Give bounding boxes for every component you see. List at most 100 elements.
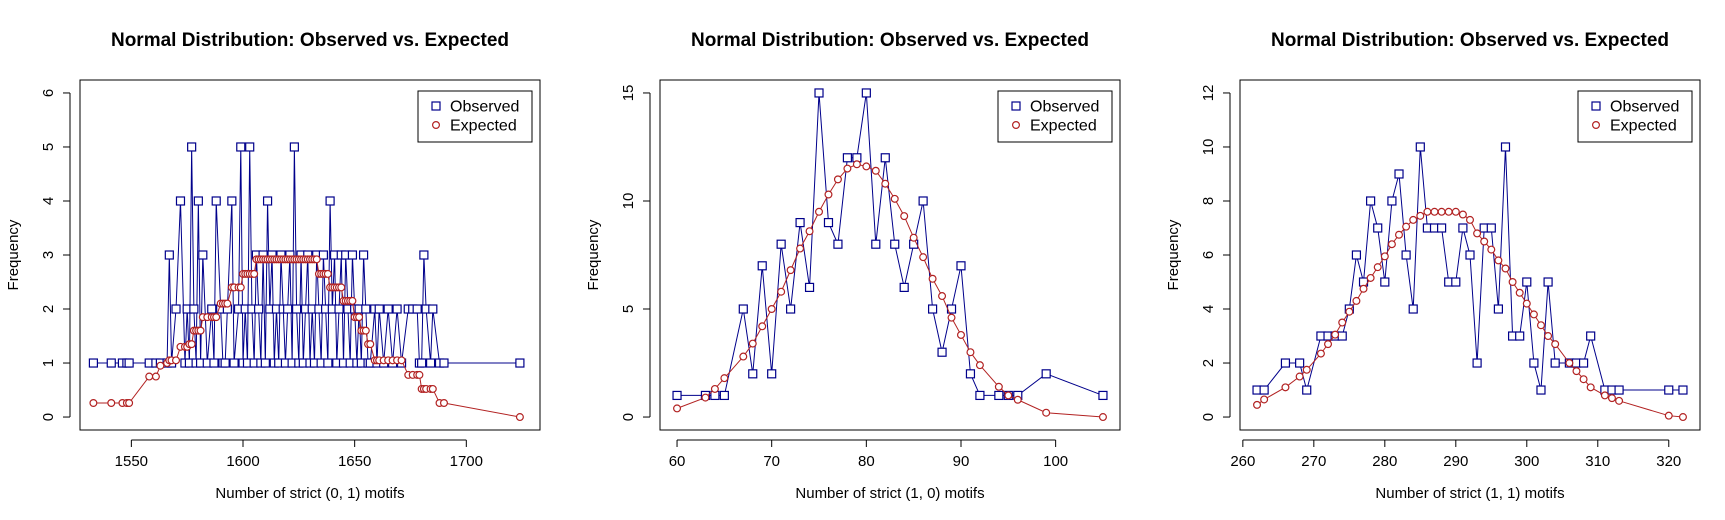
data-point — [515, 413, 524, 422]
data-point — [229, 358, 239, 368]
x-axis-label: Number of strict (0, 1) motifs — [215, 485, 404, 502]
data-point — [211, 196, 221, 206]
data-point — [748, 369, 758, 379]
y-tick-label: 10 — [620, 193, 637, 210]
data-point — [325, 196, 335, 206]
data-point — [824, 190, 833, 199]
x-tick-label: 1600 — [226, 453, 259, 470]
legend-marker-square — [1011, 101, 1021, 111]
data-point — [710, 384, 719, 393]
data-point — [795, 217, 805, 228]
data-point — [965, 369, 976, 379]
data-point — [236, 283, 245, 292]
data-point — [260, 358, 270, 368]
data-point — [1536, 385, 1546, 395]
data-point — [107, 398, 116, 407]
plot-frame — [659, 79, 1121, 431]
y-tick-label: 3 — [40, 251, 57, 259]
data-point — [1098, 413, 1107, 422]
data-point — [1678, 385, 1688, 395]
data-point — [323, 358, 333, 368]
data-point — [1501, 264, 1510, 273]
data-point — [1664, 385, 1674, 395]
data-point — [890, 239, 900, 249]
data-point — [392, 304, 402, 314]
data-point — [223, 299, 232, 308]
data-point — [1550, 358, 1560, 368]
data-point — [361, 326, 370, 335]
data-point — [814, 88, 824, 98]
legend-marker-square — [431, 101, 441, 111]
data-point — [1380, 252, 1389, 261]
data-point — [1041, 369, 1051, 379]
data-point — [439, 358, 449, 368]
series-observed — [672, 88, 1108, 401]
data-point — [412, 304, 422, 314]
data-point — [1458, 223, 1468, 233]
data-point — [1415, 142, 1425, 152]
data-point — [1338, 318, 1347, 327]
series-expected — [1253, 207, 1687, 422]
data-point — [1544, 332, 1553, 341]
y-tick-label: 10 — [1200, 139, 1217, 156]
y-axis-label: Frequency — [585, 219, 602, 290]
data-point — [1678, 413, 1687, 422]
data-point — [758, 322, 767, 331]
data-point — [207, 304, 217, 314]
data-point — [673, 404, 682, 413]
data-point — [937, 347, 947, 357]
legend-label: Expected — [1030, 118, 1097, 135]
data-point — [1380, 277, 1390, 287]
data-point — [786, 266, 795, 275]
x-tick-label: 300 — [1514, 453, 1539, 470]
y-axis-label: Frequency — [5, 219, 22, 290]
data-point — [890, 194, 899, 203]
data-point — [1331, 330, 1340, 339]
data-point — [1345, 307, 1354, 316]
data-point — [1351, 250, 1362, 260]
x-tick-label: 320 — [1656, 453, 1681, 470]
data-point — [1316, 349, 1325, 358]
chart-title: Normal Distribution: Observed vs. Expect… — [691, 30, 1089, 51]
data-point — [975, 361, 984, 370]
data-point — [1260, 395, 1269, 404]
data-point — [1551, 340, 1560, 349]
data-point — [1515, 331, 1525, 341]
data-point — [899, 282, 909, 293]
data-point — [956, 330, 965, 339]
data-point — [145, 372, 154, 381]
data-point — [124, 358, 134, 368]
data-point — [1098, 390, 1108, 401]
data-point — [1302, 385, 1312, 395]
data-point — [125, 398, 134, 407]
data-point — [956, 261, 966, 271]
x-axis-label: Number of strict (1, 1) motifs — [1375, 485, 1564, 502]
legend-marker-circle — [1591, 120, 1600, 129]
x-axis: 60 70 80 90 100 Number of strict (1, 0) motif… — [669, 439, 1068, 502]
data-point — [1042, 408, 1051, 417]
data-point — [1013, 395, 1022, 404]
data-point — [198, 250, 208, 260]
data-point — [1409, 215, 1418, 224]
legend-marker-circle — [1011, 120, 1020, 129]
data-point — [881, 179, 890, 188]
data-point — [1437, 223, 1447, 233]
data-point — [1600, 391, 1609, 400]
data-point — [1586, 331, 1596, 341]
legend-box — [997, 90, 1113, 143]
y-tick-label: 0 — [40, 413, 57, 421]
x-tick-label: 100 — [1043, 453, 1068, 470]
legend-label: Observed — [450, 99, 519, 116]
data-point — [1473, 229, 1482, 238]
data-point — [1458, 210, 1467, 219]
data-point — [151, 372, 160, 381]
y-tick-label: 0 — [620, 413, 637, 421]
data-point — [1500, 142, 1511, 152]
data-point — [1253, 400, 1262, 409]
data-point — [833, 175, 842, 184]
data-point — [1578, 358, 1589, 368]
data-point — [701, 393, 710, 402]
data-point — [1451, 277, 1461, 287]
data-point — [337, 283, 346, 292]
data-point — [823, 217, 834, 228]
